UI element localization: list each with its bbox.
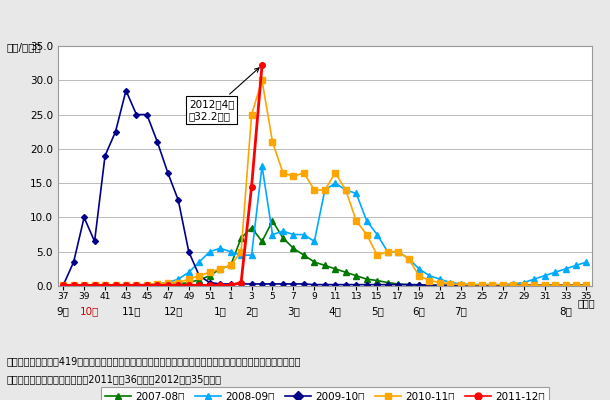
2007-08年 [572,283,580,288]
2011-12年 [112,283,119,288]
2007-08年 [217,266,224,271]
2007-08年 [415,283,423,288]
2008-09年 [259,164,266,168]
Text: 11月: 11月 [121,306,141,316]
2009-10年 [60,283,67,288]
2010-11年 [60,283,67,288]
Text: （週）: （週） [577,298,595,308]
2009-10年 [572,283,580,288]
2010-11年 [447,282,454,286]
Text: 9月: 9月 [57,306,70,316]
2007-08年 [174,282,182,286]
Text: 6月: 6月 [412,306,425,316]
Text: 5月: 5月 [371,306,384,316]
Text: 上記データは、都内419インフルエンザ定点医療機関から報告された患者数を報告機関数で割ったものである: 上記データは、都内419インフルエンザ定点医療機関から報告された患者数を報告機関… [6,356,301,366]
2008-09年 [217,246,224,251]
Text: 3月: 3月 [287,306,300,316]
Text: 4月: 4月 [329,306,342,316]
2008-09年 [60,283,67,288]
2011-12年 [101,283,109,288]
2009-10年 [583,283,590,288]
2011-12年 [164,283,171,288]
2011-12年 [133,283,140,288]
2008-09年 [174,277,182,282]
2011-12年 [196,283,203,288]
2010-11年 [572,283,580,288]
Legend: 2007-08年, 2008-09年, 2009-10年, 2010-11年, 2011-12年: 2007-08年, 2008-09年, 2009-10年, 2010-11年, … [101,387,549,400]
2011-12年 [248,184,255,189]
2007-08年 [447,283,454,288]
Text: 2月: 2月 [245,306,258,316]
2009-10年 [123,88,130,93]
Line: 2009-10年: 2009-10年 [61,88,589,287]
Text: （人/定点）: （人/定点） [6,42,41,52]
2011-12年 [60,283,67,288]
2009-10年 [227,282,234,286]
2011-12年 [259,63,266,68]
Line: 2011-12年: 2011-12年 [60,62,265,288]
2011-12年 [217,283,224,288]
2007-08年 [583,283,590,288]
2011-12年 [143,283,151,288]
Line: 2008-09年: 2008-09年 [60,163,589,288]
2008-09年 [572,263,580,268]
2011-12年 [70,283,77,288]
Line: 2007-08年: 2007-08年 [60,218,589,288]
2011-12年 [81,283,88,288]
2011-12年 [154,283,161,288]
Text: 7月: 7月 [454,306,467,316]
2011-12年 [91,283,98,288]
2007-08年 [60,283,67,288]
2009-10年 [237,282,245,286]
2011-12年 [123,283,130,288]
2011-12年 [174,283,182,288]
2009-10年 [447,283,454,288]
Text: 1月: 1月 [214,306,226,316]
Text: 8月: 8月 [559,306,572,316]
2010-11年 [174,280,182,285]
2011-12年 [237,280,245,285]
Text: 2012年4週
（32.2人）: 2012年4週 （32.2人） [188,68,259,121]
2010-11年 [227,263,234,268]
2008-09年 [227,249,234,254]
2008-09年 [583,260,590,264]
2010-11年 [583,283,590,288]
2009-10年 [185,249,192,254]
Line: 2010-11年: 2010-11年 [60,78,589,288]
Text: ２０１１－１２年シーズンは、2011年第36週から2012年第35週まで: ２０１１－１２年シーズンは、2011年第36週から2012年第35週まで [6,374,221,384]
2010-11年 [259,78,266,83]
Text: 12月: 12月 [163,306,183,316]
2007-08年 [269,218,276,223]
2010-11年 [217,266,224,271]
2007-08年 [227,263,234,268]
2009-10年 [415,282,423,287]
2008-09年 [447,280,454,285]
2008-09年 [415,266,423,271]
2010-11年 [415,273,423,278]
2011-12年 [185,283,192,288]
Text: 10月: 10月 [80,306,99,316]
2011-12年 [227,283,234,288]
2011-12年 [206,283,213,288]
